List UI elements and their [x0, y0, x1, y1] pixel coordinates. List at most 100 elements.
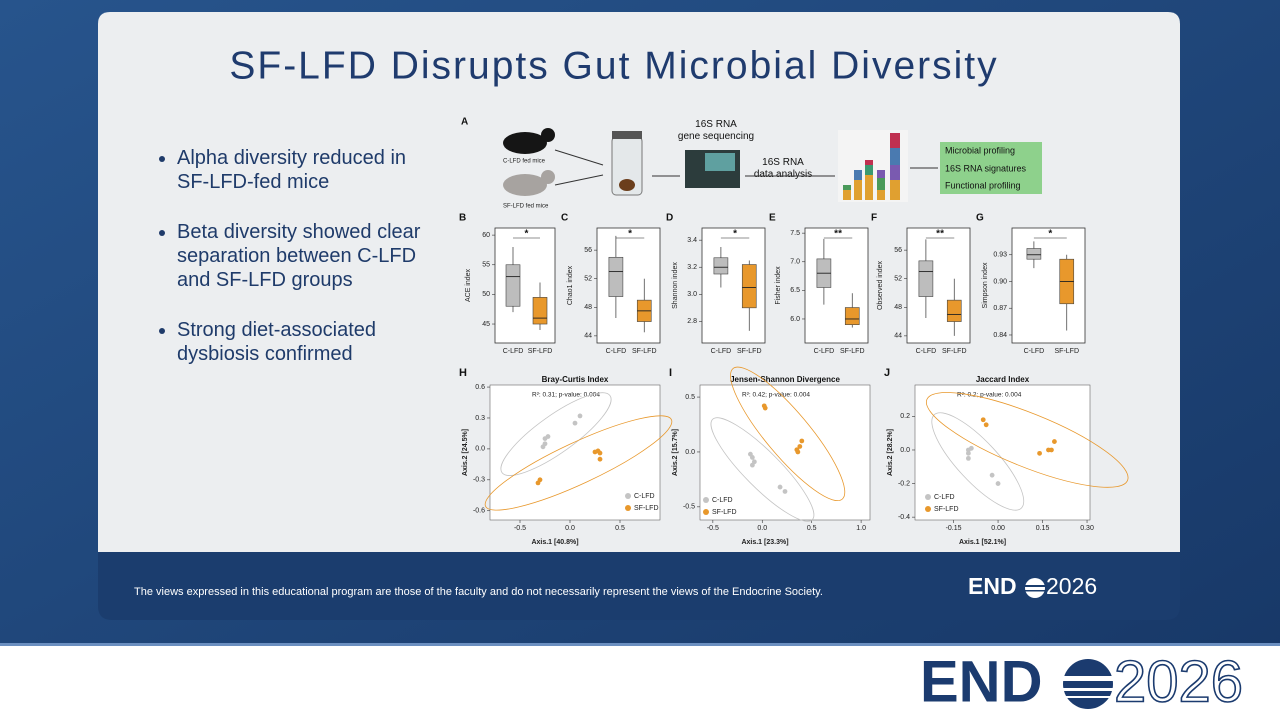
significance: * [1048, 229, 1052, 240]
y-axis-label: Axis.2 [24.5%] [462, 429, 469, 476]
bullet-list: Alpha diversity reduced in SF-LFD-fed mi… [155, 146, 427, 392]
panel-label: F [871, 213, 877, 224]
mouse-label: SF-LFD fed mice [503, 204, 549, 210]
x-tick-label: C-LFD [503, 348, 524, 355]
y-tick-label: 48 [584, 304, 592, 311]
logo-left-large: END [920, 649, 1042, 714]
y-axis-label: Simpson index [982, 262, 989, 308]
confidence-ellipse [730, 366, 846, 502]
x-axis-label: Axis.1 [40.8%] [531, 539, 578, 546]
y-tick-label: 56 [894, 247, 902, 254]
panel-label: G [976, 213, 984, 224]
point [799, 438, 805, 444]
confidence-ellipse [484, 415, 673, 511]
y-tick-label: 3.4 [687, 237, 697, 244]
box [505, 264, 521, 307]
panel-label: B [459, 213, 466, 224]
y-tick-label: 3.2 [687, 264, 697, 271]
panel-a: A C-LFD fed mice SF-LFD fed mice 16S RNA… [461, 117, 1042, 210]
legend-swatch [925, 506, 931, 512]
y-tick-label: 6.5 [790, 287, 800, 294]
bullet: Beta diversity showed clear separation b… [177, 220, 427, 292]
legend-label: SF-LFD [934, 506, 959, 513]
confidence-ellipse [500, 392, 612, 476]
logo-globe [1025, 578, 1045, 598]
y-tick-label: 0.90 [993, 278, 1007, 285]
strip-line [0, 643, 1280, 646]
y-tick-label: 52 [584, 276, 592, 283]
y-axis-label: Fisher index [775, 266, 782, 305]
step-label-line: gene sequencing [678, 131, 754, 142]
x-tick-label: 0.5 [807, 525, 817, 532]
plot-frame [914, 384, 1091, 521]
legend-swatch [625, 505, 631, 511]
x-tick-label: SF-LFD [632, 348, 657, 355]
x-axis-label: Axis.1 [52.1%] [959, 539, 1006, 546]
output-box [940, 142, 1042, 194]
point [542, 436, 548, 441]
mouse-icon [541, 128, 555, 142]
mouse-icon [541, 170, 555, 184]
y-tick-label: 50 [482, 291, 490, 298]
y-tick-label: 0.5 [685, 394, 695, 401]
step-label: 16S RNA gene sequencing [678, 119, 754, 142]
significance: * [628, 229, 632, 240]
panel-label: E [769, 213, 776, 224]
logo-right: 2026 [1046, 573, 1097, 599]
plot-frame [596, 227, 661, 344]
bullet: Alpha diversity reduced in SF-LFD-fed mi… [177, 146, 427, 194]
point [965, 455, 971, 461]
y-tick-label: -0.6 [473, 508, 485, 515]
y-tick-label: 0.2 [900, 413, 910, 420]
step-label-line: 16S RNA [762, 157, 804, 168]
x-tick-label: 0.30 [1080, 525, 1094, 532]
output-label: Functional profiling [945, 180, 1021, 190]
box [608, 256, 624, 297]
box [713, 257, 729, 275]
point [535, 480, 541, 486]
point [968, 445, 974, 451]
x-tick-label: 0.15 [1036, 525, 1050, 532]
jar-lid [612, 131, 642, 139]
step-label-line: 16S RNA [695, 119, 737, 130]
point [980, 417, 986, 423]
y-tick-label: -0.3 [473, 477, 485, 484]
point [572, 420, 578, 426]
y-tick-label: 7.5 [790, 230, 800, 237]
y-tick-label: 0.87 [993, 305, 1007, 312]
point [995, 481, 1001, 486]
x-tick-label: SF-LFD [942, 348, 967, 355]
point [762, 405, 768, 411]
y-tick-label: 45 [482, 321, 490, 328]
legend-swatch [703, 509, 709, 515]
y-tick-label: -0.2 [898, 480, 910, 487]
panel-label: D [666, 213, 673, 224]
mouse-icon [503, 174, 547, 196]
bullet: Strong diet-associated dysbiosis confirm… [177, 318, 427, 366]
point [797, 444, 803, 449]
x-tick-label: C-LFD [814, 348, 835, 355]
box [1026, 248, 1042, 260]
y-tick-label: 60 [482, 232, 490, 239]
y-tick-label: 3.0 [687, 291, 697, 298]
y-tick-label: 0.6 [475, 384, 485, 391]
legend-label: C-LFD [634, 493, 655, 500]
confidence-ellipse [931, 412, 1025, 511]
step-label-line: data analysis [754, 169, 812, 180]
annotation: R²: 0.42; p-value: 0.004 [742, 392, 810, 399]
x-tick-label: SF-LFD [737, 348, 762, 355]
x-tick-label: -0.5 [514, 525, 526, 532]
point [795, 449, 801, 455]
point [751, 459, 757, 465]
y-tick-label: 2.8 [687, 318, 697, 325]
panel-label: C [561, 213, 568, 224]
panel-label: H [459, 367, 467, 379]
y-tick-label: 0.0 [685, 449, 695, 456]
point [1052, 439, 1057, 444]
stacked-bars [838, 130, 908, 202]
plot-frame [1011, 227, 1086, 344]
chart-title: Jaccard Index [976, 375, 1030, 384]
point [749, 455, 755, 460]
x-tick-label: 0.0 [565, 525, 575, 532]
y-axis-label: Shannon index [672, 262, 679, 309]
